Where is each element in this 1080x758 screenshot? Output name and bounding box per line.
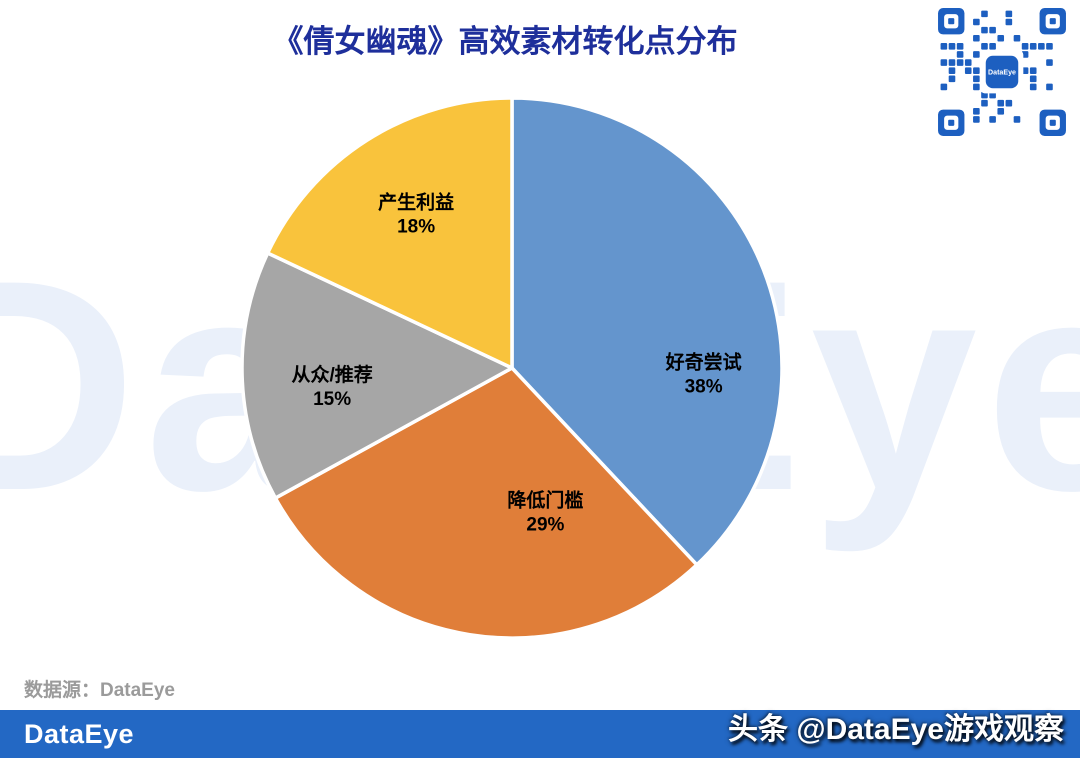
qr-module bbox=[1005, 18, 1013, 26]
qr-module bbox=[948, 59, 956, 66]
qr-module bbox=[1046, 43, 1053, 50]
pie-chart-svg: 好奇尝试 38% 降低门槛 29% 从众/推荐 15% 产生利益 18% bbox=[240, 96, 784, 640]
qr-module bbox=[1013, 34, 1021, 42]
qr-finder-dot bbox=[1049, 18, 1056, 25]
qr-module bbox=[948, 43, 956, 50]
qr-module bbox=[981, 91, 988, 99]
qr-finder-dot bbox=[1049, 119, 1056, 126]
pie-slice-label-2: 降低门槛 29% bbox=[507, 489, 583, 536]
qr-module bbox=[1021, 67, 1029, 75]
qr-module bbox=[981, 10, 988, 18]
qr-module bbox=[1005, 99, 1013, 107]
qr-module bbox=[1029, 83, 1037, 91]
pie-slice-1 bbox=[510, 96, 784, 567]
qr-code: DataEye bbox=[936, 6, 1068, 138]
qr-module bbox=[989, 91, 996, 99]
qr-module bbox=[1029, 75, 1037, 83]
data-source-label: 数据源：DataEye bbox=[24, 680, 175, 701]
pie-slice-3 bbox=[240, 251, 514, 500]
pie-slice-label-3: 从众/推荐 15% bbox=[291, 363, 372, 410]
qr-module bbox=[1013, 116, 1021, 123]
qr-module bbox=[981, 99, 988, 107]
pie-slice-4 bbox=[265, 96, 514, 370]
qr-module bbox=[1021, 43, 1029, 50]
qr-module bbox=[956, 59, 964, 66]
qr-finder-dot bbox=[948, 18, 955, 25]
qr-module bbox=[973, 116, 980, 123]
qr-module bbox=[1005, 10, 1013, 18]
dataeye-logo: DataEye bbox=[24, 719, 135, 749]
qr-module bbox=[997, 99, 1005, 107]
qr-module bbox=[956, 43, 964, 50]
qr-module bbox=[940, 83, 948, 91]
qr-finder-dot bbox=[948, 119, 955, 126]
qr-module bbox=[956, 51, 964, 58]
qr-module bbox=[981, 43, 988, 50]
qr-module bbox=[981, 26, 988, 34]
qr-module bbox=[1046, 59, 1053, 66]
qr-module bbox=[997, 34, 1005, 42]
qr-module bbox=[1029, 43, 1037, 50]
qr-module bbox=[973, 67, 980, 75]
qr-module bbox=[973, 18, 980, 26]
pie-slice-label-4: 产生利益 18% bbox=[378, 191, 454, 238]
qr-module bbox=[1021, 51, 1029, 58]
qr-module bbox=[940, 59, 948, 66]
qr-module bbox=[973, 83, 980, 91]
qr-module bbox=[973, 75, 980, 83]
qr-module bbox=[940, 43, 948, 50]
qr-module bbox=[989, 116, 996, 123]
toutiao-account-watermark: 头条 @DataEye游戏观察 bbox=[728, 713, 1064, 746]
qr-module bbox=[989, 26, 996, 34]
page-title: 《倩女幽魂》高效素材转化点分布 bbox=[272, 24, 738, 59]
qr-module bbox=[948, 67, 956, 75]
pie-chart: 好奇尝试 38% 降低门槛 29% 从众/推荐 15% 产生利益 18% bbox=[227, 83, 797, 653]
qr-module bbox=[973, 108, 980, 115]
qr-module bbox=[989, 43, 996, 50]
qr-module bbox=[964, 59, 972, 66]
qr-module bbox=[1038, 43, 1045, 50]
qr-module bbox=[948, 75, 956, 83]
pie-slice-2 bbox=[273, 366, 699, 640]
qr-module bbox=[964, 67, 972, 75]
pie-slice-label-1: 好奇尝试 38% bbox=[665, 351, 742, 398]
qr-module bbox=[973, 34, 980, 42]
qr-module bbox=[997, 108, 1005, 115]
qr-center-logo bbox=[985, 55, 1019, 89]
qr-center-logo-text: DataEye bbox=[988, 69, 1016, 77]
qr-module bbox=[973, 51, 980, 58]
qr-module bbox=[1029, 67, 1037, 75]
qr-module bbox=[1046, 83, 1053, 91]
qr-code-svg: DataEye bbox=[938, 8, 1066, 136]
footer-bar: DataEye bbox=[0, 710, 1080, 758]
